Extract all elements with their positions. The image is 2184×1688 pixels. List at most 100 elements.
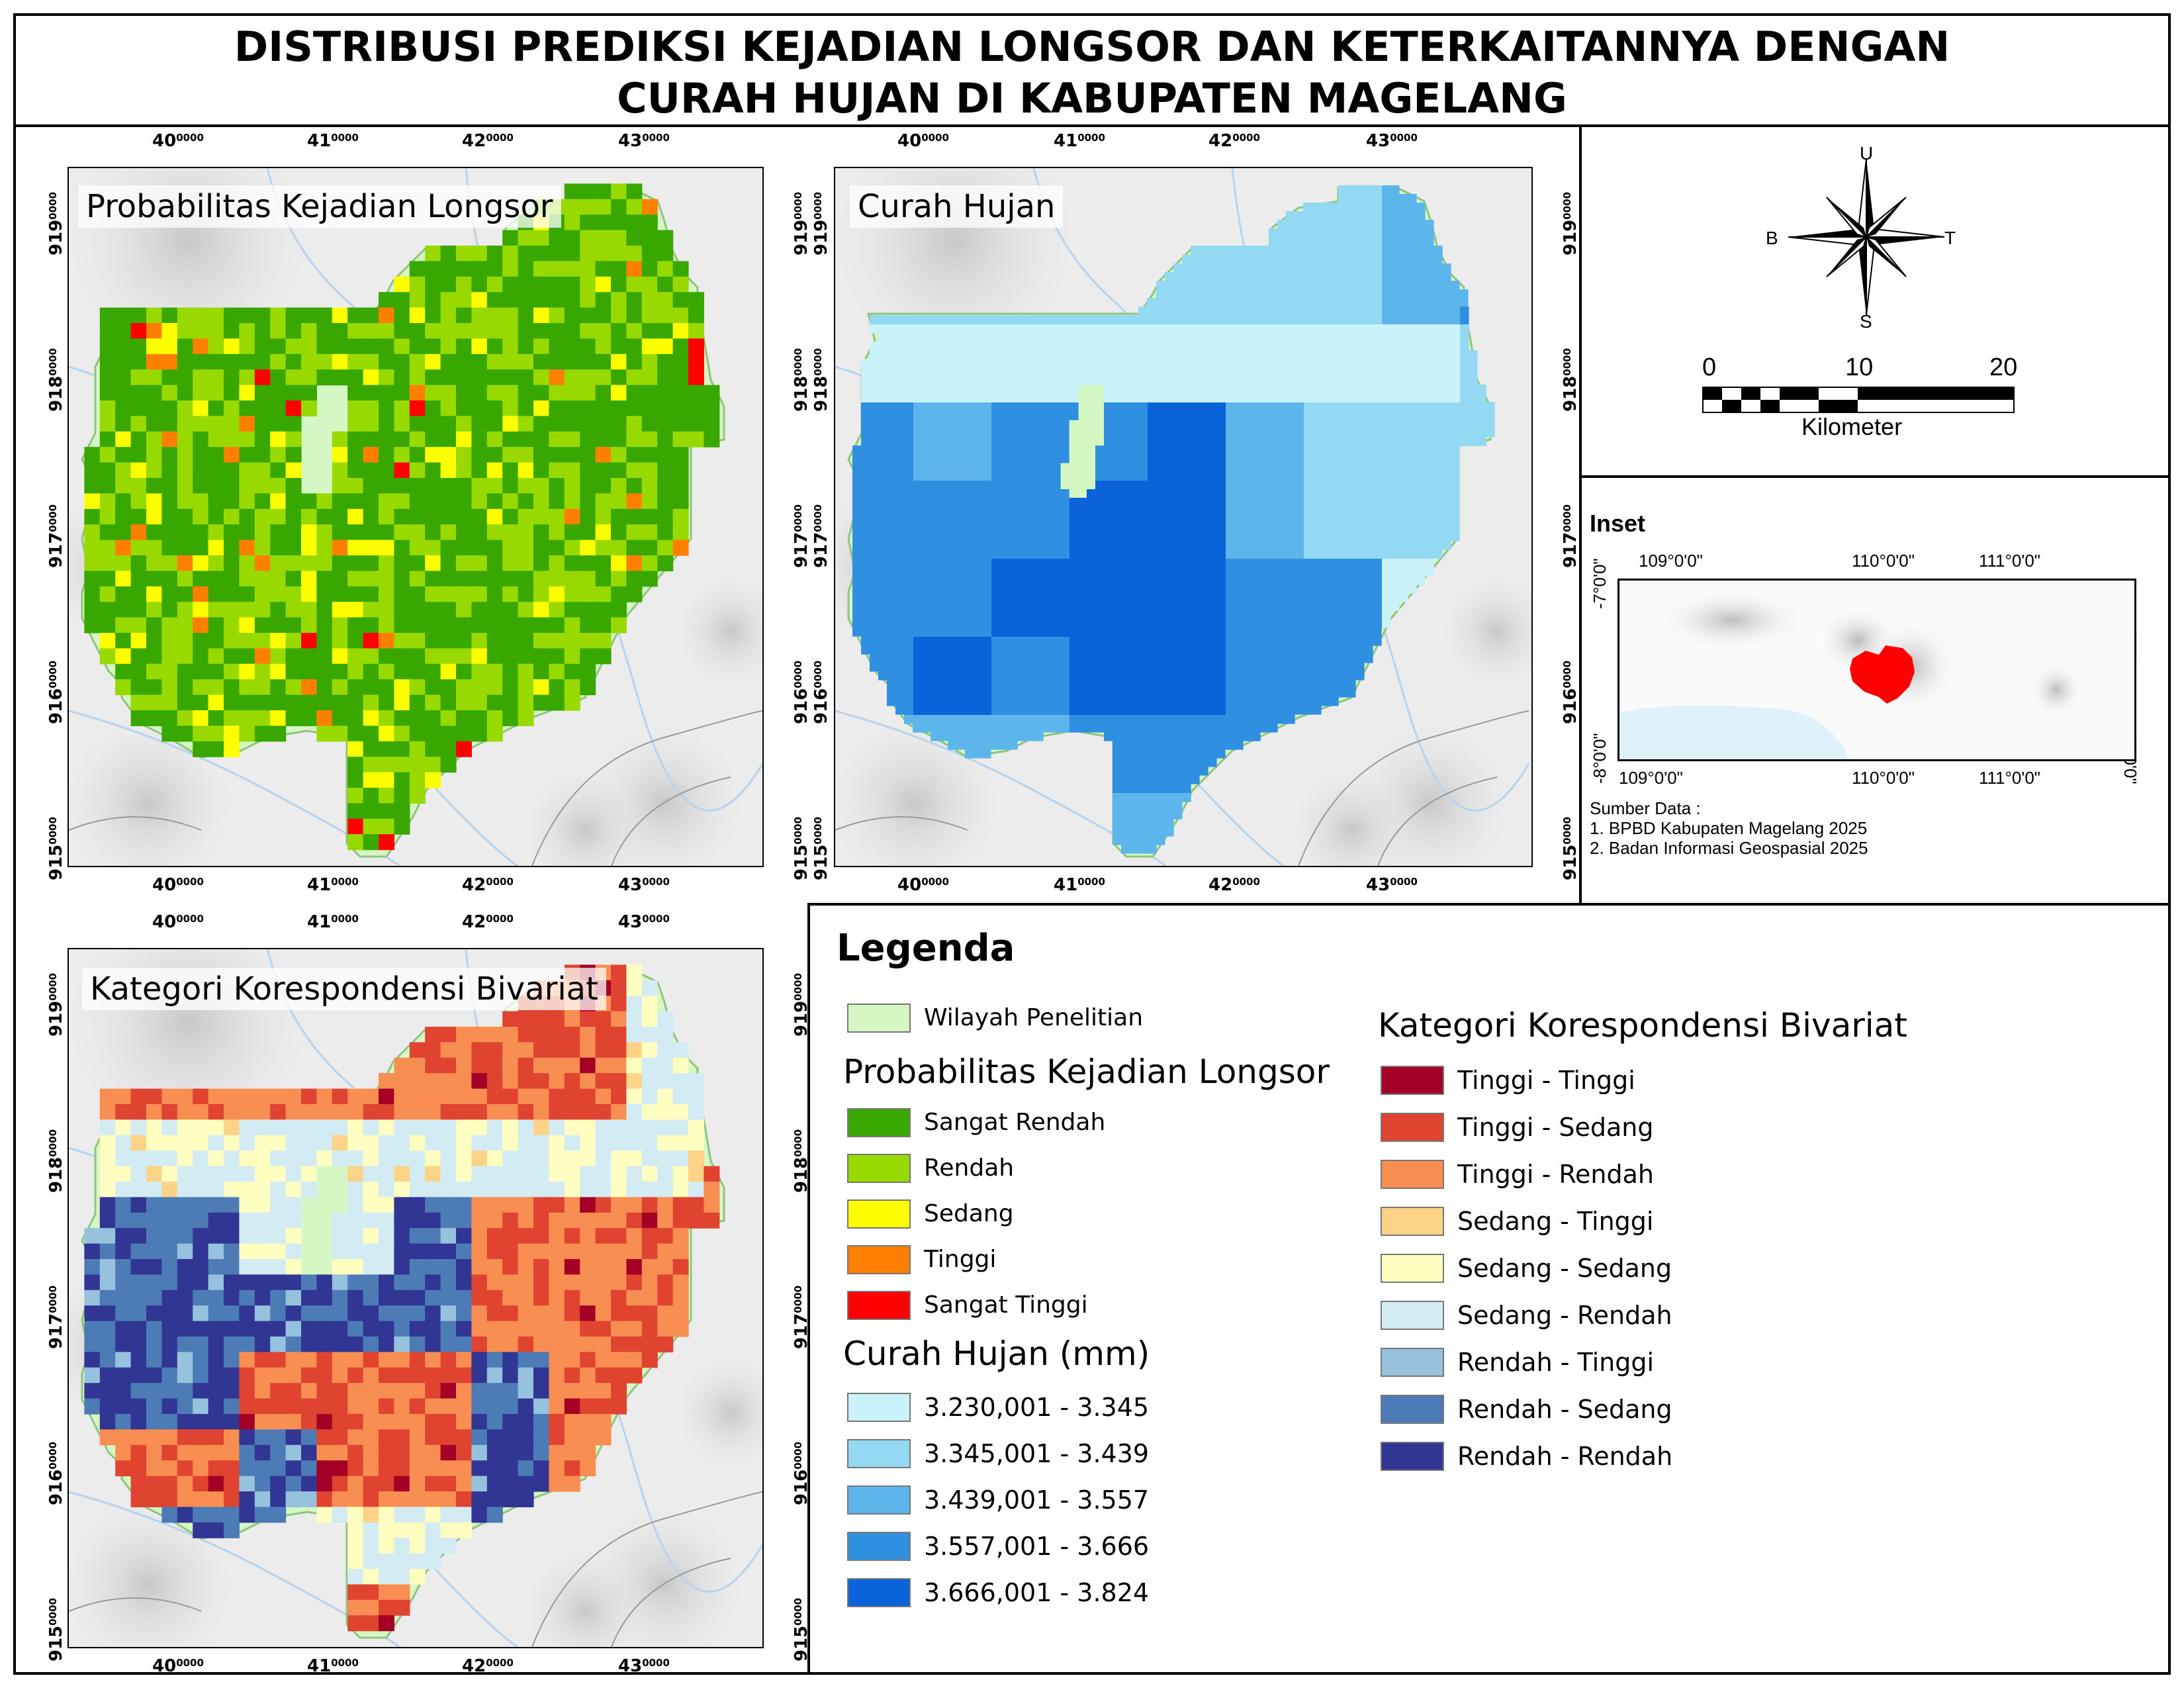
rainfall-cell [1000, 359, 1009, 368]
landslide-cell [161, 633, 178, 649]
rainfall-cell [1156, 567, 1165, 577]
landslide-cell [161, 307, 178, 324]
rainfall-cell [1182, 315, 1191, 324]
landslide-cell [130, 462, 147, 479]
landslide-cell [270, 539, 287, 556]
rainfall-cell [895, 549, 905, 559]
landslide-cell [533, 508, 549, 525]
rainfall-cell [1295, 428, 1304, 438]
rainfall-cell [1416, 402, 1426, 412]
rainfall-cell [1043, 671, 1052, 680]
rainfall-cell [904, 506, 913, 516]
rainfall-cell [965, 342, 974, 351]
rainfall-cell [1173, 393, 1183, 402]
rainfall-cell [956, 567, 966, 577]
rainfall-cell [965, 593, 974, 602]
rainfall-cell [1442, 324, 1451, 334]
rainfall-cell [1130, 585, 1139, 594]
rainfall-cell [1451, 385, 1460, 394]
rainfall-cell [948, 585, 957, 594]
landslide-cell [549, 633, 565, 649]
rainfall-cell [1347, 515, 1356, 524]
rainfall-cell [1226, 463, 1235, 472]
rainfall-cell [887, 619, 896, 628]
rainfall-cell [1078, 524, 1087, 533]
landslide-cell [177, 586, 193, 602]
rainfall-cell [1347, 194, 1356, 203]
rainfall-cell [1321, 602, 1330, 611]
rainfall-cell [1034, 385, 1044, 394]
rainfall-cell [861, 402, 870, 412]
rainfall-cell [965, 671, 974, 680]
rainfall-cell [1130, 411, 1139, 420]
rainfall-cell [982, 402, 991, 412]
rainfall-cell [1216, 593, 1226, 602]
landslide-cell [177, 493, 193, 510]
rainfall-cell [1321, 306, 1330, 316]
rainfall-cell [991, 706, 1001, 715]
landslide-cell [440, 586, 457, 602]
landslide-cell [626, 431, 643, 447]
landslide-cell [130, 602, 147, 618]
rainfall-cell [878, 437, 887, 446]
rainfall-cell [1182, 498, 1191, 507]
rainfall-cell [1399, 549, 1408, 559]
landslide-cell [425, 617, 441, 633]
rainfall-cell [852, 559, 862, 568]
rainfall-cell [1043, 333, 1052, 342]
rainfall-cell [1156, 506, 1165, 516]
rainfall-cell [931, 549, 940, 559]
rainfall-cell [1113, 628, 1122, 637]
rainfall-cell [1442, 289, 1451, 299]
rainfall-cell [1269, 289, 1278, 299]
rainfall-cell [991, 688, 1001, 698]
rainfall-cell [1199, 437, 1208, 446]
rainfall-cell [1382, 559, 1391, 568]
landslide-cell [379, 803, 394, 820]
rainfall-cell [1260, 255, 1269, 264]
rainfall-cell [1416, 228, 1426, 238]
landslide-cell [316, 353, 333, 370]
rainfall-cell [1321, 567, 1330, 577]
landslide-cell [208, 385, 224, 401]
rainfall-cell [1382, 385, 1391, 394]
rainfall-cell [939, 420, 948, 429]
rainfall-cell [1364, 333, 1373, 342]
rainfall-cell [956, 645, 966, 655]
rainfall-cell [1009, 576, 1018, 585]
landslide-cell [595, 431, 612, 447]
rainfall-cell [1165, 298, 1174, 307]
rainfall-cell [1104, 445, 1113, 455]
rainfall-cell [1321, 211, 1330, 220]
rainfall-cell [1130, 532, 1139, 541]
rainfall-cell [1148, 576, 1157, 585]
rainfall-cell [1382, 610, 1391, 620]
rainfall-cell [1191, 437, 1200, 446]
rainfall-cell [1277, 420, 1287, 429]
landslide-cell [502, 353, 519, 370]
rainfall-cell [878, 445, 887, 455]
rainfall-cell [904, 602, 913, 611]
landslide-cell [425, 663, 441, 680]
rainfall-cell [870, 559, 879, 568]
rainfall-cell [1113, 385, 1122, 394]
landslide-cell [316, 648, 333, 665]
rainfall-cell [965, 454, 974, 463]
landslide-cell [564, 214, 580, 231]
landslide-cell [146, 416, 162, 432]
landslide-cell [99, 431, 116, 447]
rainfall-cell [904, 342, 913, 351]
rainfall-cell [1451, 471, 1460, 481]
rainfall-cell [895, 610, 905, 620]
rainfall-cell [1408, 445, 1417, 455]
landslide-cell [657, 416, 674, 432]
rainfall-cell [1390, 211, 1400, 220]
rainfall-cell [1052, 471, 1061, 481]
rainfall-cell [1304, 567, 1313, 577]
landslide-cell [394, 447, 410, 463]
rainfall-cell [965, 385, 974, 394]
rainfall-cell [1295, 585, 1304, 594]
landslide-cell [394, 602, 410, 618]
rainfall-cell [1156, 593, 1165, 602]
rainfall-cell [1226, 367, 1235, 377]
